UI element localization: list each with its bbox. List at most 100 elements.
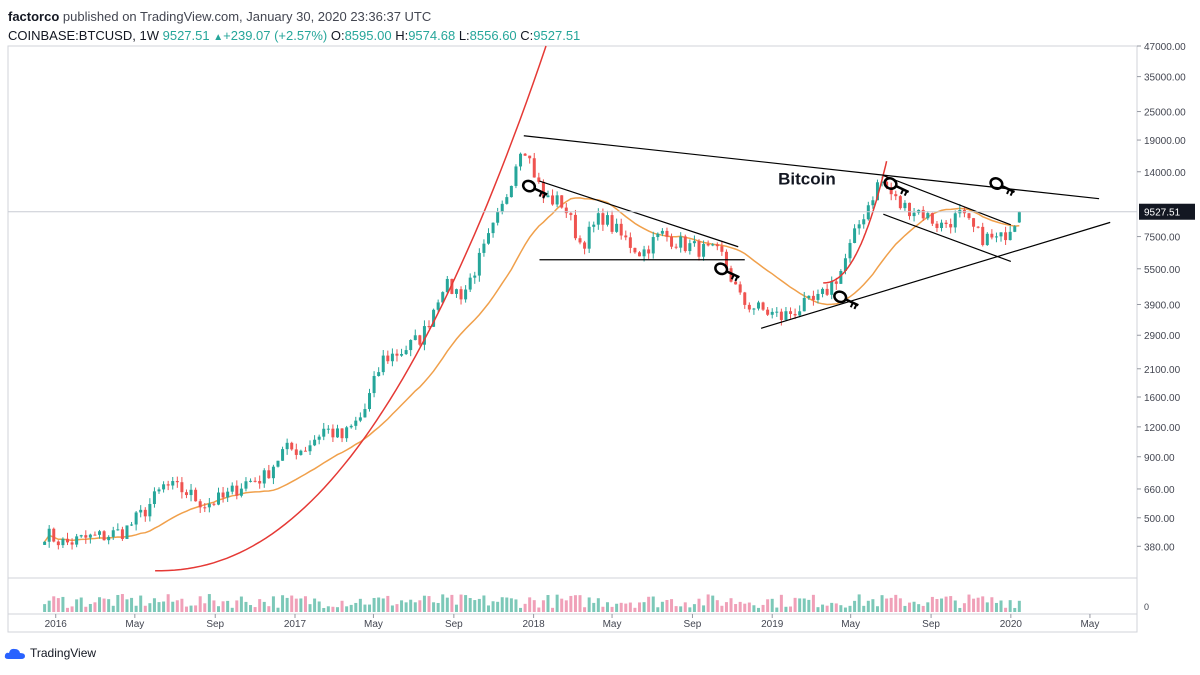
author-name[interactable]: factorco xyxy=(8,9,60,24)
candle-body xyxy=(171,481,175,486)
candle-body xyxy=(349,425,353,428)
volume-bar xyxy=(162,601,166,612)
triangle-up-icon: ▲ xyxy=(213,32,224,43)
volume-bar xyxy=(962,603,966,612)
volume-bar xyxy=(894,594,898,612)
volume-bar xyxy=(262,601,266,612)
volume-bar xyxy=(834,603,838,612)
volume-bar xyxy=(546,595,550,612)
volume-bar xyxy=(624,603,628,612)
candle-body xyxy=(789,311,793,314)
interval-label[interactable]: 1W xyxy=(139,28,159,43)
x-tick-label: Sep xyxy=(922,619,940,630)
y-tick-label: 35000.00 xyxy=(1144,73,1186,84)
candle-body xyxy=(953,213,957,228)
volume-bar xyxy=(766,599,770,612)
candle-body xyxy=(162,484,166,490)
candle-body xyxy=(70,542,74,545)
volume-bar xyxy=(967,594,971,612)
volume-bar xyxy=(368,604,372,612)
tradingview-logo[interactable]: TradingView xyxy=(4,646,96,660)
volume-bar xyxy=(111,605,115,612)
volume-bar xyxy=(729,598,733,612)
candle-body xyxy=(390,353,394,362)
candle-body xyxy=(500,203,504,212)
volume-bar xyxy=(217,606,221,612)
volume-bar xyxy=(953,600,957,612)
volume-bar xyxy=(267,606,271,612)
close-key: C: xyxy=(520,28,534,43)
candle-body xyxy=(665,230,669,237)
candle-body xyxy=(409,340,413,351)
volume-bar xyxy=(917,604,921,612)
volume-bar xyxy=(793,597,797,612)
volume-bar xyxy=(427,596,431,612)
volume-bar xyxy=(409,599,413,612)
volume-bar xyxy=(116,594,120,612)
candle-body xyxy=(555,195,559,205)
volume-bar xyxy=(798,598,802,612)
volume-bar xyxy=(830,602,834,612)
y-tick-label: 1600.00 xyxy=(1144,393,1181,404)
volume-bar xyxy=(541,600,545,612)
x-tick-label: May xyxy=(364,619,383,630)
volume-bar xyxy=(395,604,399,612)
candle-body xyxy=(802,297,806,312)
volume-bar xyxy=(921,605,925,612)
volume-bar xyxy=(811,594,815,612)
y-tick-label: 5500.00 xyxy=(1144,265,1181,276)
candle-body xyxy=(564,207,568,214)
candle-body xyxy=(766,309,770,315)
candle-body xyxy=(628,237,632,248)
candle-body xyxy=(88,534,92,538)
candle-body xyxy=(166,484,170,486)
volume-bar xyxy=(1013,607,1017,612)
volume-bar xyxy=(221,601,225,612)
volume-bar xyxy=(871,599,875,612)
volume-bar xyxy=(432,602,436,612)
volume-bar xyxy=(381,598,385,612)
volume-bar xyxy=(148,603,152,612)
candle-body xyxy=(1013,226,1017,232)
candle-body xyxy=(798,311,802,316)
candle-body xyxy=(52,528,56,542)
volume-bar xyxy=(331,606,335,612)
ohlc-legend: COINBASE:BTCUSD, 1W 9527.51 ▲+239.07 (+2… xyxy=(8,28,580,43)
volume-bar xyxy=(345,606,349,612)
last-price-label: 9527.51 xyxy=(162,28,210,43)
volume-bar xyxy=(509,598,513,612)
candle-body xyxy=(445,278,449,293)
volume-bar xyxy=(244,601,248,612)
candle-body xyxy=(157,489,161,492)
symbol-label[interactable]: COINBASE:BTCUSD, xyxy=(8,28,136,43)
candle-body xyxy=(779,311,783,320)
candle-body xyxy=(317,436,321,440)
candle-body xyxy=(711,244,715,246)
volume-bar xyxy=(340,600,344,612)
candle-body xyxy=(839,270,843,284)
high-key: H: xyxy=(395,28,409,43)
candle-body xyxy=(573,214,577,239)
candle-body xyxy=(139,509,143,513)
volume-bar xyxy=(903,605,907,612)
y-tick-label: 14000.00 xyxy=(1144,168,1186,179)
candle-body xyxy=(624,235,628,238)
volume-bar xyxy=(651,596,655,612)
candle-body xyxy=(706,243,710,246)
volume-bar xyxy=(583,607,587,612)
volume-bar xyxy=(134,605,138,612)
volume-bar xyxy=(532,600,536,612)
candle-body xyxy=(322,428,326,437)
candle-body xyxy=(834,281,838,284)
y-tick-label: 19000.00 xyxy=(1144,136,1186,147)
candle-body xyxy=(949,224,953,228)
candle-body xyxy=(688,243,692,252)
candle-body xyxy=(853,228,857,243)
volume-bar xyxy=(285,597,289,612)
candle-body xyxy=(65,538,69,543)
volume-bar xyxy=(555,594,559,612)
volume-bar xyxy=(180,598,184,612)
candle-body xyxy=(1008,231,1012,241)
volume-bar xyxy=(125,599,129,612)
